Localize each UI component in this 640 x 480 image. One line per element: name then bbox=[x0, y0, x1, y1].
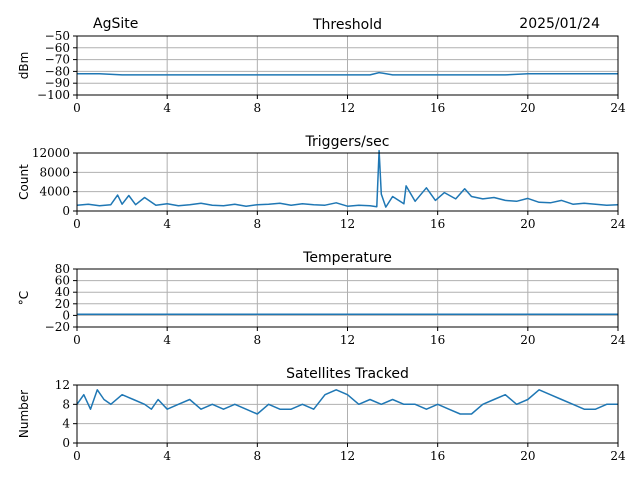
triggers-ylabel: Count bbox=[17, 164, 31, 200]
satellites-xtick-label: 12 bbox=[340, 449, 355, 463]
triggers-xtick-label: 0 bbox=[73, 217, 81, 231]
temperature-ytick-label: 40 bbox=[55, 285, 70, 299]
temperature-xtick-label: 4 bbox=[163, 333, 171, 347]
triggers-xtick-label: 24 bbox=[610, 217, 626, 231]
satellites-ytick-label: 8 bbox=[62, 397, 70, 411]
threshold-ylabel: dBm bbox=[17, 52, 31, 80]
site-name-label: AgSite bbox=[93, 16, 138, 32]
threshold-xtick-label: 16 bbox=[430, 101, 445, 115]
satellites-ytick-label: 0 bbox=[62, 436, 70, 450]
temperature-xtick-label: 24 bbox=[610, 333, 626, 347]
temperature-ytick-label: 80 bbox=[55, 262, 70, 276]
date-label: 2025/01/24 bbox=[519, 16, 600, 32]
temperature-ytick-label: −20 bbox=[45, 320, 70, 334]
triggers-xtick-label: 16 bbox=[430, 217, 445, 231]
triggers-xtick-label: 8 bbox=[254, 217, 262, 231]
threshold-ytick-label: −100 bbox=[37, 88, 70, 102]
threshold-xtick-label: 0 bbox=[73, 101, 81, 115]
satellites-xtick-label: 0 bbox=[73, 449, 81, 463]
satellites-title: Satellites Tracked bbox=[286, 366, 409, 382]
satellites-xtick-label: 8 bbox=[254, 449, 262, 463]
triggers-panel: 0 4 8 12 16 20 24 0 4000 8000 12000 Triggers/sec Cou… bbox=[17, 134, 626, 231]
threshold-ytick-label: −90 bbox=[45, 76, 70, 90]
threshold-panel: 0 4 8 12 16 20 24 −100−90−80−70−60−50 Threshold d… bbox=[17, 17, 626, 115]
triggers-xtick-label: 12 bbox=[340, 217, 355, 231]
satellites-xtick-label: 24 bbox=[610, 449, 626, 463]
temperature-xtick-label: 12 bbox=[340, 333, 355, 347]
temperature-ylabel: °C bbox=[17, 291, 31, 305]
triggers-ytick-label: 8000 bbox=[39, 165, 70, 179]
temperature-title: Temperature bbox=[302, 250, 392, 266]
threshold-ytick-label: −50 bbox=[45, 29, 70, 43]
temperature-ytick-label: 20 bbox=[55, 297, 70, 311]
temperature-ytick-label: 60 bbox=[55, 274, 70, 288]
satellites-xtick-label: 20 bbox=[520, 449, 535, 463]
triggers-title: Triggers/sec bbox=[305, 134, 390, 150]
satellites-xtick-label: 16 bbox=[430, 449, 445, 463]
satellites-xtick-label: 4 bbox=[163, 449, 171, 463]
triggers-ytick-label: 4000 bbox=[39, 185, 70, 199]
threshold-ytick-label: −60 bbox=[45, 41, 70, 55]
triggers-series-line bbox=[76, 149, 619, 208]
triggers-xtick-label: 4 bbox=[163, 217, 171, 231]
threshold-xtick-label: 4 bbox=[163, 101, 171, 115]
threshold-title: Threshold bbox=[312, 17, 382, 33]
threshold-xtick-label: 20 bbox=[520, 101, 535, 115]
satellites-series-line bbox=[76, 389, 618, 415]
temperature-xtick-label: 0 bbox=[73, 333, 81, 347]
threshold-ytick-label: −70 bbox=[45, 53, 70, 67]
temperature-xtick-label: 8 bbox=[254, 333, 262, 347]
threshold-xtick-label: 24 bbox=[610, 101, 626, 115]
threshold-xtick-label: 8 bbox=[254, 101, 262, 115]
triggers-xtick-label: 20 bbox=[520, 217, 535, 231]
satellites-ytick-label: 12 bbox=[55, 378, 70, 392]
threshold-series-line bbox=[77, 71, 618, 76]
temperature-ytick-label: 0 bbox=[62, 308, 70, 322]
temperature-xtick-label: 20 bbox=[520, 333, 535, 347]
satellites-ytick-label: 4 bbox=[62, 417, 70, 431]
satellites-ylabel: Number bbox=[17, 390, 31, 438]
triggers-ytick-label: 12000 bbox=[32, 146, 70, 160]
temperature-xtick-label: 16 bbox=[430, 333, 445, 347]
threshold-ytick-label: −80 bbox=[45, 64, 70, 78]
threshold-xtick-label: 12 bbox=[340, 101, 355, 115]
triggers-ytick-label: 0 bbox=[62, 204, 70, 218]
satellites-panel: 0 4 8 12 16 20 24 0 4 8 12 Satellites Tracked Number bbox=[17, 366, 626, 463]
